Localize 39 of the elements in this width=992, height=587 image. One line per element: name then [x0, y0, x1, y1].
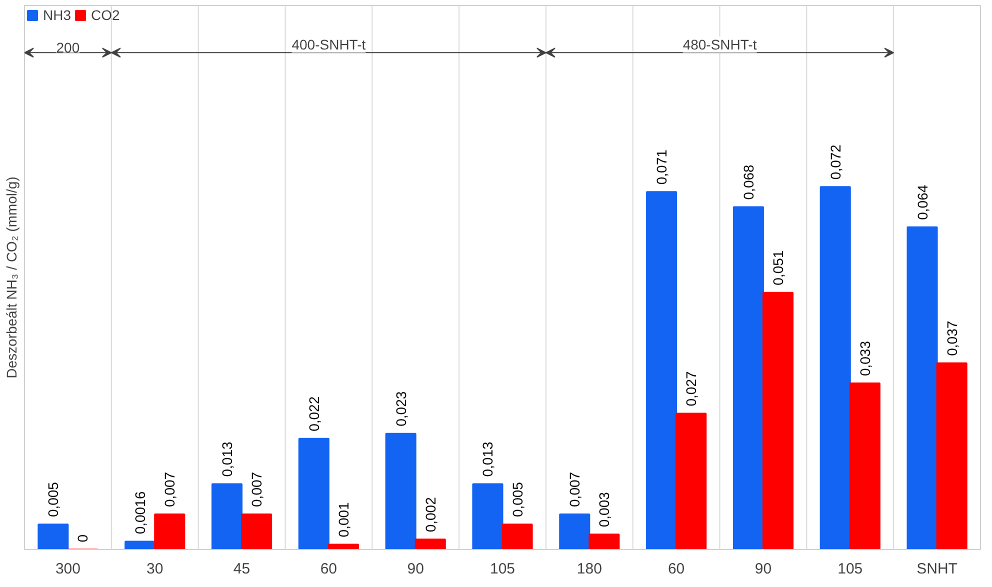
x-tick-label: SNHT: [916, 560, 958, 578]
x-tick-label: 45: [233, 560, 250, 578]
data-label: 0,023: [392, 391, 409, 426]
data-label: 0,033: [856, 340, 873, 376]
x-tick-label: 180: [576, 560, 602, 578]
data-label: 0,037: [944, 320, 960, 356]
data-label: 0,007: [162, 472, 178, 507]
data-label: 0,001: [335, 502, 352, 538]
x-tick-label: 90: [754, 560, 772, 578]
text: 200: [56, 40, 80, 56]
data-label: 0,003: [596, 492, 612, 528]
y-axis-title: Deszorbeált NH₃ / CO₂ (mmol/g): [4, 176, 20, 378]
data-label: 0: [74, 534, 91, 542]
data-label: 0,022: [306, 396, 322, 432]
data-label: 0,005: [509, 482, 526, 518]
data-label: 0,002: [422, 496, 438, 532]
data-label: 0,071: [654, 149, 670, 185]
data-label: 0,068: [740, 164, 756, 200]
data-label: 0,007: [248, 472, 265, 507]
x-tick-label: 60: [320, 560, 338, 578]
x-tick-label: 300: [55, 560, 80, 578]
x-tick-label: 105: [490, 560, 516, 578]
data-label: 0,0016: [132, 491, 148, 534]
legend-label: NH3: [43, 7, 72, 23]
data-label: 0,051: [770, 250, 786, 286]
x-tick-label: 30: [146, 560, 164, 578]
text: 400-SNHT-t: [292, 36, 366, 53]
x-tick-label: 105: [838, 560, 863, 578]
x-tick-label: 60: [668, 560, 685, 578]
data-label: 0,064: [914, 184, 930, 220]
data-label: 0,027: [683, 371, 700, 406]
data-label: 0,013: [480, 442, 496, 477]
data-label: 0,007: [566, 472, 583, 507]
legend-label: CO2: [91, 7, 120, 23]
data-label: 0,072: [827, 144, 844, 180]
data-label: 0,013: [219, 442, 235, 477]
x-tick-label: 90: [407, 560, 424, 578]
text: 480-SNHT-t: [682, 36, 757, 53]
data-label: 0,005: [45, 482, 62, 518]
